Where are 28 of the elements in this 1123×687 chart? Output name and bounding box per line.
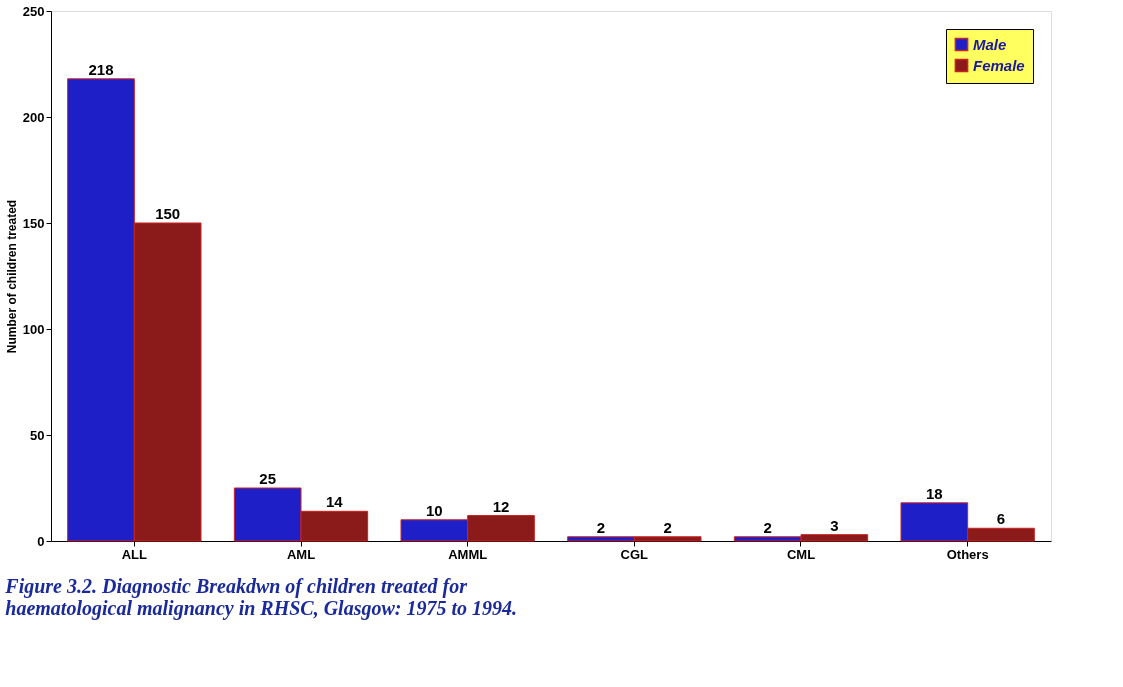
y-axis-title: Number of children treated xyxy=(4,199,19,354)
data-label: 25 xyxy=(259,470,277,487)
data-label: 6 xyxy=(996,510,1006,528)
data-label: 2 xyxy=(596,518,606,536)
y-tick-label: 150 xyxy=(22,215,45,231)
legend-label: Female xyxy=(973,56,1025,74)
data-label: 18 xyxy=(925,484,943,502)
text: Figure 3.2. Diagnostic Breakdwn of children treated for haematological malignancy in RHSC, Glasgow: 1975 to 1994. xyxy=(4,575,518,620)
y-tick-label: 100 xyxy=(22,321,45,337)
x-tick-label: CGL xyxy=(620,546,649,562)
y-tick-label: 200 xyxy=(22,109,45,125)
x-tick-label: AMML xyxy=(448,546,488,562)
data-label: 12 xyxy=(492,497,510,515)
data-label: 2 xyxy=(663,518,672,536)
x-tick-label: Others xyxy=(946,546,989,562)
x-tick-label: CML xyxy=(786,546,816,562)
data-label: 218 xyxy=(88,60,114,78)
data-label: 2 xyxy=(763,518,772,536)
legend-label: Male xyxy=(973,35,1007,53)
data-label: 150 xyxy=(155,205,181,222)
data-label: 3 xyxy=(830,516,839,534)
y-tick-label: 0 xyxy=(37,533,45,549)
y-tick-label: 50 xyxy=(30,427,45,443)
x-tick-label: AML xyxy=(286,546,316,562)
data-label: 10 xyxy=(425,501,443,519)
x-tick-label: ALL xyxy=(121,546,148,562)
y-tick-label: 250 xyxy=(22,3,45,19)
data-label: 14 xyxy=(325,493,344,511)
